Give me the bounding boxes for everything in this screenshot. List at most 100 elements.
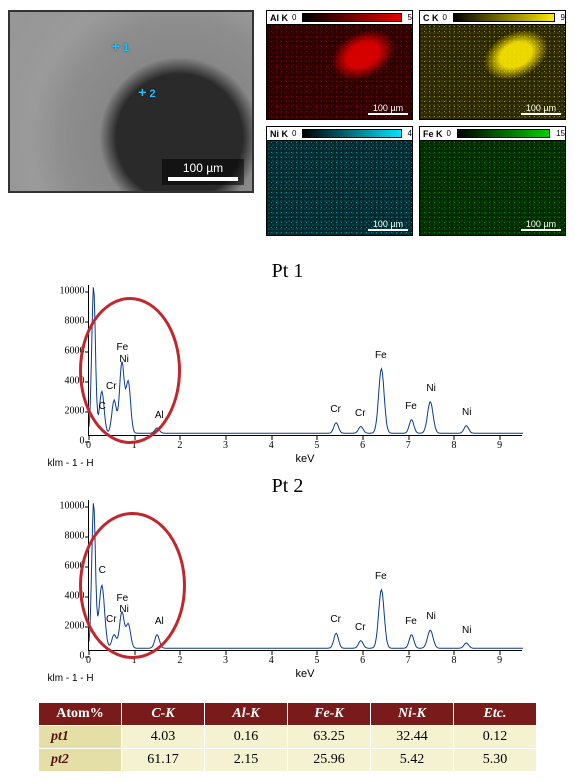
map-scalebar-label: 100 µm [526, 103, 556, 113]
x-tick: 4 [269, 655, 274, 666]
map-range-bar [453, 13, 555, 22]
x-tick: 9 [497, 655, 502, 666]
peak-label: Cr [330, 614, 341, 625]
table-cell: 63.25 [288, 726, 371, 749]
map-scalebar-bar [368, 113, 408, 115]
spectra-section: Pt 102000400060008000100000123456789keVC… [8, 260, 567, 684]
spectrum: Pt 202000400060008000100000123456789keVC… [48, 475, 528, 684]
map-header: C K 0 9 [420, 11, 565, 25]
map-scalebar: 100 µm [521, 103, 561, 115]
map-range-bar [302, 129, 401, 138]
x-tick: 1 [132, 440, 137, 451]
element-map: Ni K04100 µm [266, 126, 413, 236]
table-column-header: C-K [122, 703, 205, 726]
map-scalebar-label: 100 µm [526, 219, 556, 229]
map-header: Al K 0 5 [267, 11, 412, 25]
table-cell: 5.30 [454, 749, 537, 772]
peak-label: Fe [375, 571, 387, 582]
map-range-min: 0 [447, 129, 451, 138]
x-tick: 6 [360, 440, 365, 451]
x-tick: 2 [177, 655, 182, 666]
y-tick: 4000 [47, 591, 85, 602]
peak-label: Fe [116, 342, 128, 353]
x-tick: 7 [406, 655, 411, 666]
table-row: pt14.030.1663.2532.440.12 [39, 726, 537, 749]
sem-scalebar-label: 100 µm [183, 161, 223, 175]
x-tick: 3 [223, 440, 228, 451]
x-tick: 0 [86, 655, 91, 666]
peak-label: Ni [426, 611, 435, 622]
map-header: Ni K04 [267, 127, 412, 141]
x-tick: 4 [269, 440, 274, 451]
x-tick: 0 [86, 440, 91, 451]
y-tick: 4000 [47, 376, 85, 387]
map-element-label: Fe K [423, 129, 443, 139]
x-tick: 9 [497, 440, 502, 451]
x-axis-label: keV [296, 668, 315, 680]
peak-label: Cr [106, 614, 117, 625]
y-tick: 8000 [47, 316, 85, 327]
table-row: pt261.172.1525.965.425.30 [39, 749, 537, 772]
peak-label: Fe [375, 350, 387, 361]
table-cell: 32.44 [371, 726, 454, 749]
spectrum-svg [89, 285, 523, 435]
peak-label: C [99, 565, 106, 576]
sem-scalebar-bar [168, 177, 238, 181]
table-column-header: Fe-K [288, 703, 371, 726]
peak-label: Al [155, 616, 164, 627]
map-scalebar-bar [521, 229, 561, 231]
map-scalebar-label: 100 µm [373, 103, 403, 113]
composition-table: Atom%C-KAl-KFe-KNi-KEtc.pt14.030.1663.25… [38, 702, 537, 772]
peak-label: Fe [405, 616, 417, 627]
table-column-header: Al-K [205, 703, 288, 726]
y-tick: 0 [47, 436, 85, 447]
x-tick: 6 [360, 655, 365, 666]
map-range-max: 9 [561, 13, 565, 22]
peak-label: Ni [426, 383, 435, 394]
map-element-label: Al K [270, 13, 288, 23]
peak-label: Cr [106, 381, 117, 392]
table-cell: 2.15 [205, 749, 288, 772]
klm-label: klm - 1 - H [48, 673, 528, 684]
y-tick: 2000 [47, 406, 85, 417]
map-element-label: C K [423, 13, 439, 23]
peak-label: Cr [355, 622, 366, 633]
table-cell: 25.96 [288, 749, 371, 772]
sem-image: + 1+ 2 100 µm [8, 10, 254, 193]
table-row-label: pt1 [39, 726, 122, 749]
sem-point-marker: + 2 [138, 87, 155, 100]
peak-label: Fe [405, 401, 417, 412]
table-corner-header: Atom% [39, 703, 122, 726]
x-tick: 5 [314, 440, 319, 451]
y-tick: 10000 [47, 501, 85, 512]
y-tick: 8000 [47, 531, 85, 542]
peak-label: Al [155, 410, 164, 421]
map-range-min: 0 [292, 129, 296, 138]
y-tick: 6000 [47, 561, 85, 572]
spectrum-title: Pt 1 [48, 260, 528, 283]
element-maps-grid: Al K05100 µmC K09100 µmNi K04100 µmFe K0… [266, 10, 566, 236]
x-tick: 3 [223, 655, 228, 666]
element-map: C K 0 9 100 µm [419, 10, 566, 120]
peak-label: Ni [462, 407, 471, 418]
peak-label: Cr [330, 404, 341, 415]
table-column-header: Etc. [454, 703, 537, 726]
spectrum-plot: 02000400060008000100000123456789keVCCrFe… [88, 285, 522, 436]
map-scalebar-bar [521, 113, 561, 115]
spectrum-plot: 02000400060008000100000123456789keVCCrFe… [88, 500, 522, 651]
table-cell: 4.03 [122, 726, 205, 749]
peak-label: Cr [355, 408, 366, 419]
spectrum: Pt 102000400060008000100000123456789keVC… [48, 260, 528, 469]
klm-label: klm - 1 - H [48, 458, 528, 469]
spectrum-title: Pt 2 [48, 475, 528, 498]
map-range-max: 4 [408, 129, 412, 138]
table-cell: 0.16 [205, 726, 288, 749]
x-tick: 1 [132, 655, 137, 666]
map-range-max: 5 [408, 13, 412, 22]
map-scalebar: 100 µm [368, 103, 408, 115]
x-tick: 7 [406, 440, 411, 451]
map-range-min: 0 [443, 13, 447, 22]
peak-label: Ni [462, 625, 471, 636]
map-range-min: 0 [292, 13, 296, 22]
table-cell: 61.17 [122, 749, 205, 772]
